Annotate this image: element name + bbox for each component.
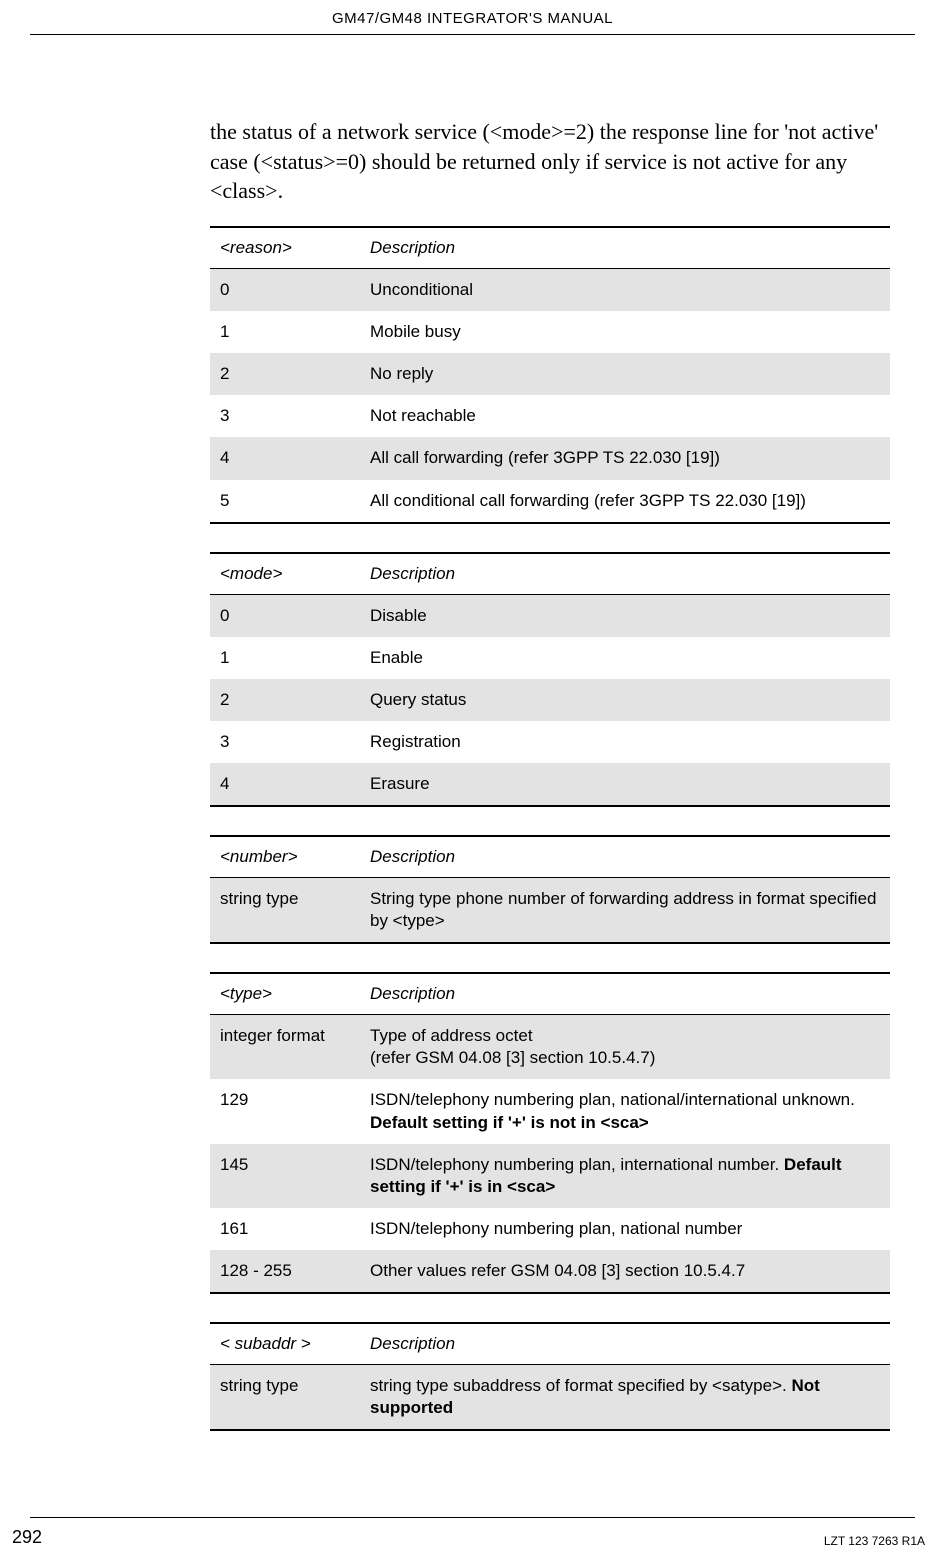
cell-desc: Disable	[360, 594, 890, 637]
footer-rule	[30, 1517, 915, 1518]
cell-param: 2	[210, 679, 360, 721]
main-content: the status of a network service (<mode>=…	[210, 95, 890, 1459]
table-row: 161ISDN/telephony numbering plan, nation…	[210, 1208, 890, 1250]
table-row: 5All conditional call forwarding (refer …	[210, 480, 890, 523]
cell-desc: Query status	[360, 679, 890, 721]
table-header-desc: Description	[360, 227, 890, 269]
cell-desc-plain: string type subaddress of format specifi…	[370, 1376, 791, 1395]
cell-param: 0	[210, 269, 360, 312]
table-row: 4All call forwarding (refer 3GPP TS 22.0…	[210, 437, 890, 479]
cell-param: 0	[210, 594, 360, 637]
table-row: 4Erasure	[210, 763, 890, 806]
cell-desc: Erasure	[360, 763, 890, 806]
table-row: 2No reply	[210, 353, 890, 395]
table-header-param: <number>	[210, 836, 360, 878]
cell-param: 5	[210, 480, 360, 523]
intro-paragraph: the status of a network service (<mode>=…	[210, 117, 890, 206]
cell-desc: Not reachable	[360, 395, 890, 437]
cell-desc: string type subaddress of format specifi…	[360, 1365, 890, 1431]
table-row: 145 ISDN/telephony numbering plan, intern…	[210, 1144, 890, 1208]
table-row: 0Disable	[210, 594, 890, 637]
cell-param: 3	[210, 395, 360, 437]
cell-param: 128 - 255	[210, 1250, 360, 1293]
page: GM47/GM48 INTEGRATOR'S MANUAL the status…	[0, 0, 945, 1562]
table-header-param: <type>	[210, 973, 360, 1015]
cell-param: string type	[210, 878, 360, 944]
cell-desc-plain: ISDN/telephony numbering plan, internati…	[370, 1155, 784, 1174]
table-header-desc: Description	[360, 973, 890, 1015]
table-row: 1Mobile busy	[210, 311, 890, 353]
cell-desc: All conditional call forwarding (refer 3…	[360, 480, 890, 523]
cell-param: 1	[210, 637, 360, 679]
cell-desc: Mobile busy	[360, 311, 890, 353]
cell-desc: No reply	[360, 353, 890, 395]
cell-desc: Unconditional	[360, 269, 890, 312]
cell-desc: ISDN/telephony numbering plan, internati…	[360, 1144, 890, 1208]
cell-desc: ISDN/telephony numbering plan, national/…	[360, 1079, 890, 1143]
table-header-param: < subaddr >	[210, 1323, 360, 1365]
header-rule	[30, 34, 915, 35]
cell-desc: Other values refer GSM 04.08 [3] section…	[360, 1250, 890, 1293]
table-header-desc: Description	[360, 836, 890, 878]
table-header-param: <mode>	[210, 553, 360, 595]
cell-param: 4	[210, 763, 360, 806]
cell-param: integer format	[210, 1015, 360, 1080]
cell-param: 3	[210, 721, 360, 763]
cell-param: string type	[210, 1365, 360, 1431]
table-row: 0Unconditional	[210, 269, 890, 312]
subaddr-table: < subaddr > Description string typestrin…	[210, 1322, 890, 1431]
table-row: 3Not reachable	[210, 395, 890, 437]
cell-param: 4	[210, 437, 360, 479]
table-row: 2Query status	[210, 679, 890, 721]
cell-desc: String type phone number of forwarding a…	[360, 878, 890, 944]
document-id: LZT 123 7263 R1A	[824, 1534, 925, 1548]
table-row: string typeString type phone number of f…	[210, 878, 890, 944]
cell-desc-bold: Default setting if '+' is not in <sca>	[370, 1113, 649, 1132]
table-row: integer formatType of address octet (ref…	[210, 1015, 890, 1080]
cell-desc: Registration	[360, 721, 890, 763]
table-header-param: <reason>	[210, 227, 360, 269]
table-header-desc: Description	[360, 553, 890, 595]
cell-desc: All call forwarding (refer 3GPP TS 22.03…	[360, 437, 890, 479]
table-row: 128 - 255Other values refer GSM 04.08 [3…	[210, 1250, 890, 1293]
cell-param: 1	[210, 311, 360, 353]
cell-desc: Enable	[360, 637, 890, 679]
running-header: GM47/GM48 INTEGRATOR'S MANUAL	[0, 10, 945, 27]
page-number: 292	[12, 1527, 42, 1548]
cell-desc: Type of address octet (refer GSM 04.08 […	[360, 1015, 890, 1080]
cell-desc-plain: ISDN/telephony numbering plan, national/…	[370, 1090, 855, 1109]
table-row: string type string type subaddress of for…	[210, 1365, 890, 1431]
table-row: 3Registration	[210, 721, 890, 763]
type-table: <type> Description integer formatType of…	[210, 972, 890, 1294]
table-row: 1Enable	[210, 637, 890, 679]
table-header-desc: Description	[360, 1323, 890, 1365]
cell-desc: ISDN/telephony numbering plan, national …	[360, 1208, 890, 1250]
cell-param: 161	[210, 1208, 360, 1250]
cell-param: 2	[210, 353, 360, 395]
cell-param: 145	[210, 1144, 360, 1208]
cell-param: 129	[210, 1079, 360, 1143]
table-row: 129 ISDN/telephony numbering plan, nation…	[210, 1079, 890, 1143]
number-table: <number> Description string typeString t…	[210, 835, 890, 944]
mode-table: <mode> Description 0Disable 1Enable 2Que…	[210, 552, 890, 807]
reason-table: <reason> Description 0Unconditional 1Mob…	[210, 226, 890, 524]
